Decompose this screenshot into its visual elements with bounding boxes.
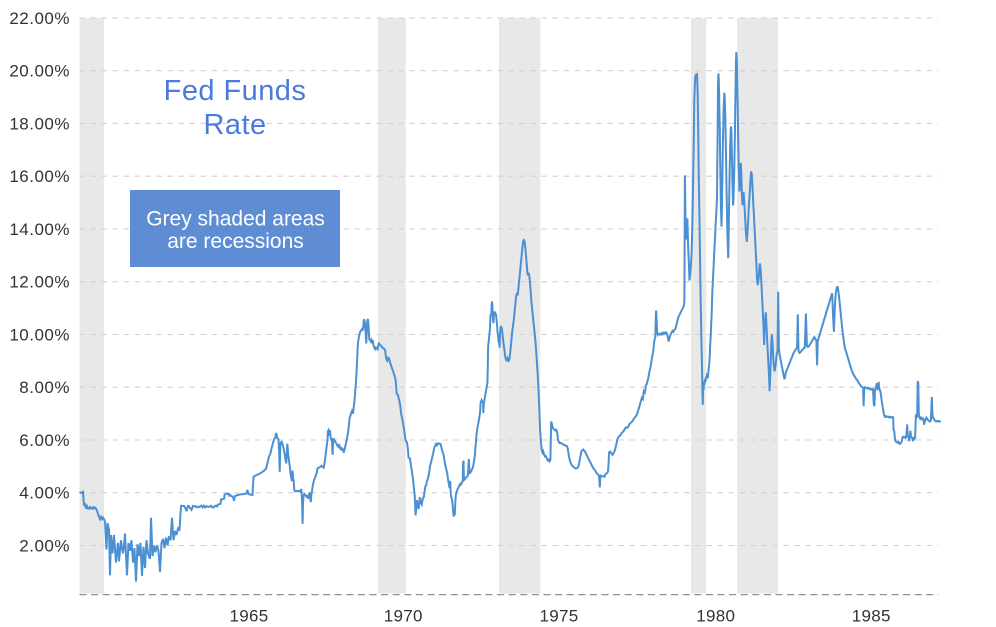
svg-text:1965: 1965	[229, 607, 268, 626]
svg-text:8.00%: 8.00%	[19, 378, 70, 397]
svg-text:12.00%: 12.00%	[9, 273, 70, 292]
svg-text:18.00%: 18.00%	[9, 114, 70, 133]
svg-text:1985: 1985	[852, 607, 891, 626]
svg-text:22.00%: 22.00%	[9, 9, 70, 28]
svg-text:4.00%: 4.00%	[19, 484, 70, 503]
svg-text:1970: 1970	[384, 607, 423, 626]
svg-text:10.00%: 10.00%	[9, 326, 70, 345]
svg-text:Rate: Rate	[203, 109, 266, 141]
svg-text:1980: 1980	[696, 607, 735, 626]
svg-text:14.00%: 14.00%	[9, 220, 70, 239]
svg-text:2.00%: 2.00%	[19, 537, 70, 556]
svg-text:Fed Funds: Fed Funds	[164, 75, 307, 107]
svg-text:1975: 1975	[539, 607, 578, 626]
svg-text:6.00%: 6.00%	[19, 431, 70, 450]
svg-text:Grey shaded areas: Grey shaded areas	[146, 208, 325, 231]
svg-text:20.00%: 20.00%	[9, 62, 70, 81]
svg-text:16.00%: 16.00%	[9, 167, 70, 186]
svg-text:are recessions: are recessions	[167, 230, 304, 253]
